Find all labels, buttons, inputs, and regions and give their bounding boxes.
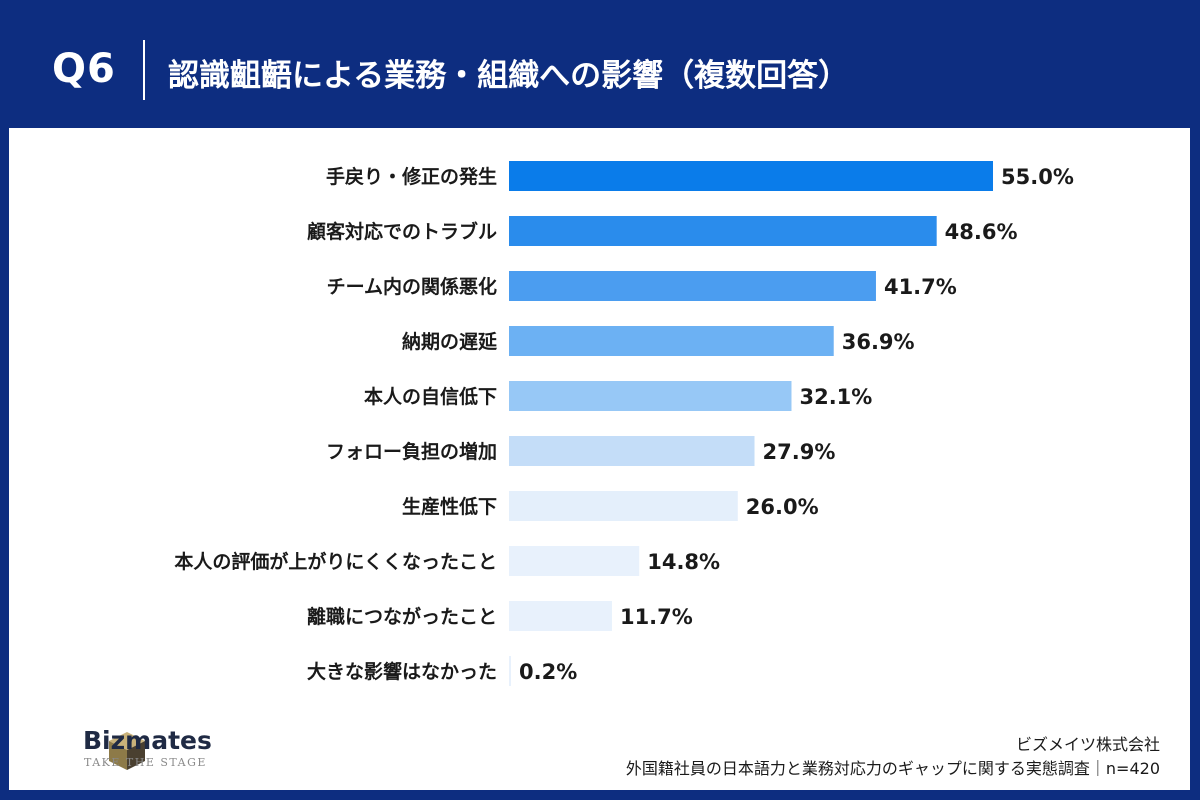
question-number: Q6 [52,46,116,92]
category-label: 納期の遅延 [402,330,498,353]
header-divider [143,40,145,100]
value-label: 36.9% [842,330,915,354]
bar [509,326,834,356]
category-label: 手戻り・修正の発生 [326,165,497,188]
value-label: 26.0% [746,495,819,519]
bar [509,381,792,411]
bar-chart: 手戻り・修正の発生 55.0% 顧客対応でのトラブル 48.6% チーム内の関係悪化 41… [174,161,1074,686]
value-label: 14.8% [647,550,720,574]
category-label: 生産性低下 [402,495,497,518]
bar [509,546,640,576]
category-label: 離職につながったこと [307,605,497,628]
value-label: 41.7% [884,275,957,299]
value-label: 27.9% [763,440,836,464]
category-label: 大きな影響はなかった [307,660,497,683]
value-label: 55.0% [1001,165,1074,189]
category-label: 本人の自信低下 [364,385,497,408]
logo-name: Bizmates [83,726,212,755]
value-label: 11.7% [620,605,693,629]
bar [509,491,738,521]
bizmates-logo-icon [109,732,145,770]
value-label: 48.6% [945,220,1018,244]
category-label: チーム内の関係悪化 [327,275,497,298]
logo-tagline: TAKE THE STAGE [84,756,207,769]
category-label: 顧客対応でのトラブル [307,220,497,243]
footer-company: ビズメイツ株式会社 [1015,735,1160,754]
bar [509,601,612,631]
bar [509,271,876,301]
bar [509,161,993,191]
bar [509,436,755,466]
value-label: 0.2% [519,660,577,684]
value-label: 32.1% [799,385,872,409]
footer: ビズメイツ株式会社 外国籍社員の日本語力と業務対応力のギャップに関する実態調査｜… [626,733,1160,781]
footer-source: 外国籍社員の日本語力と業務対応力のギャップに関する実態調査｜n=420 [625,759,1160,778]
header-bar: Q6 認識齟齬による業務・組織への影響（複数回答） [0,0,1200,128]
chart-panel: 手戻り・修正の発生 55.0% 顧客対応でのトラブル 48.6% チーム内の関係悪化 41… [9,128,1190,790]
category-label: フォロー負担の増加 [326,440,497,463]
category-label: 本人の評価が上がりにくくなったこと [174,550,497,573]
bar [509,656,511,686]
bar [509,216,937,246]
page-title: 認識齟齬による業務・組織への影響（複数回答） [168,58,850,94]
